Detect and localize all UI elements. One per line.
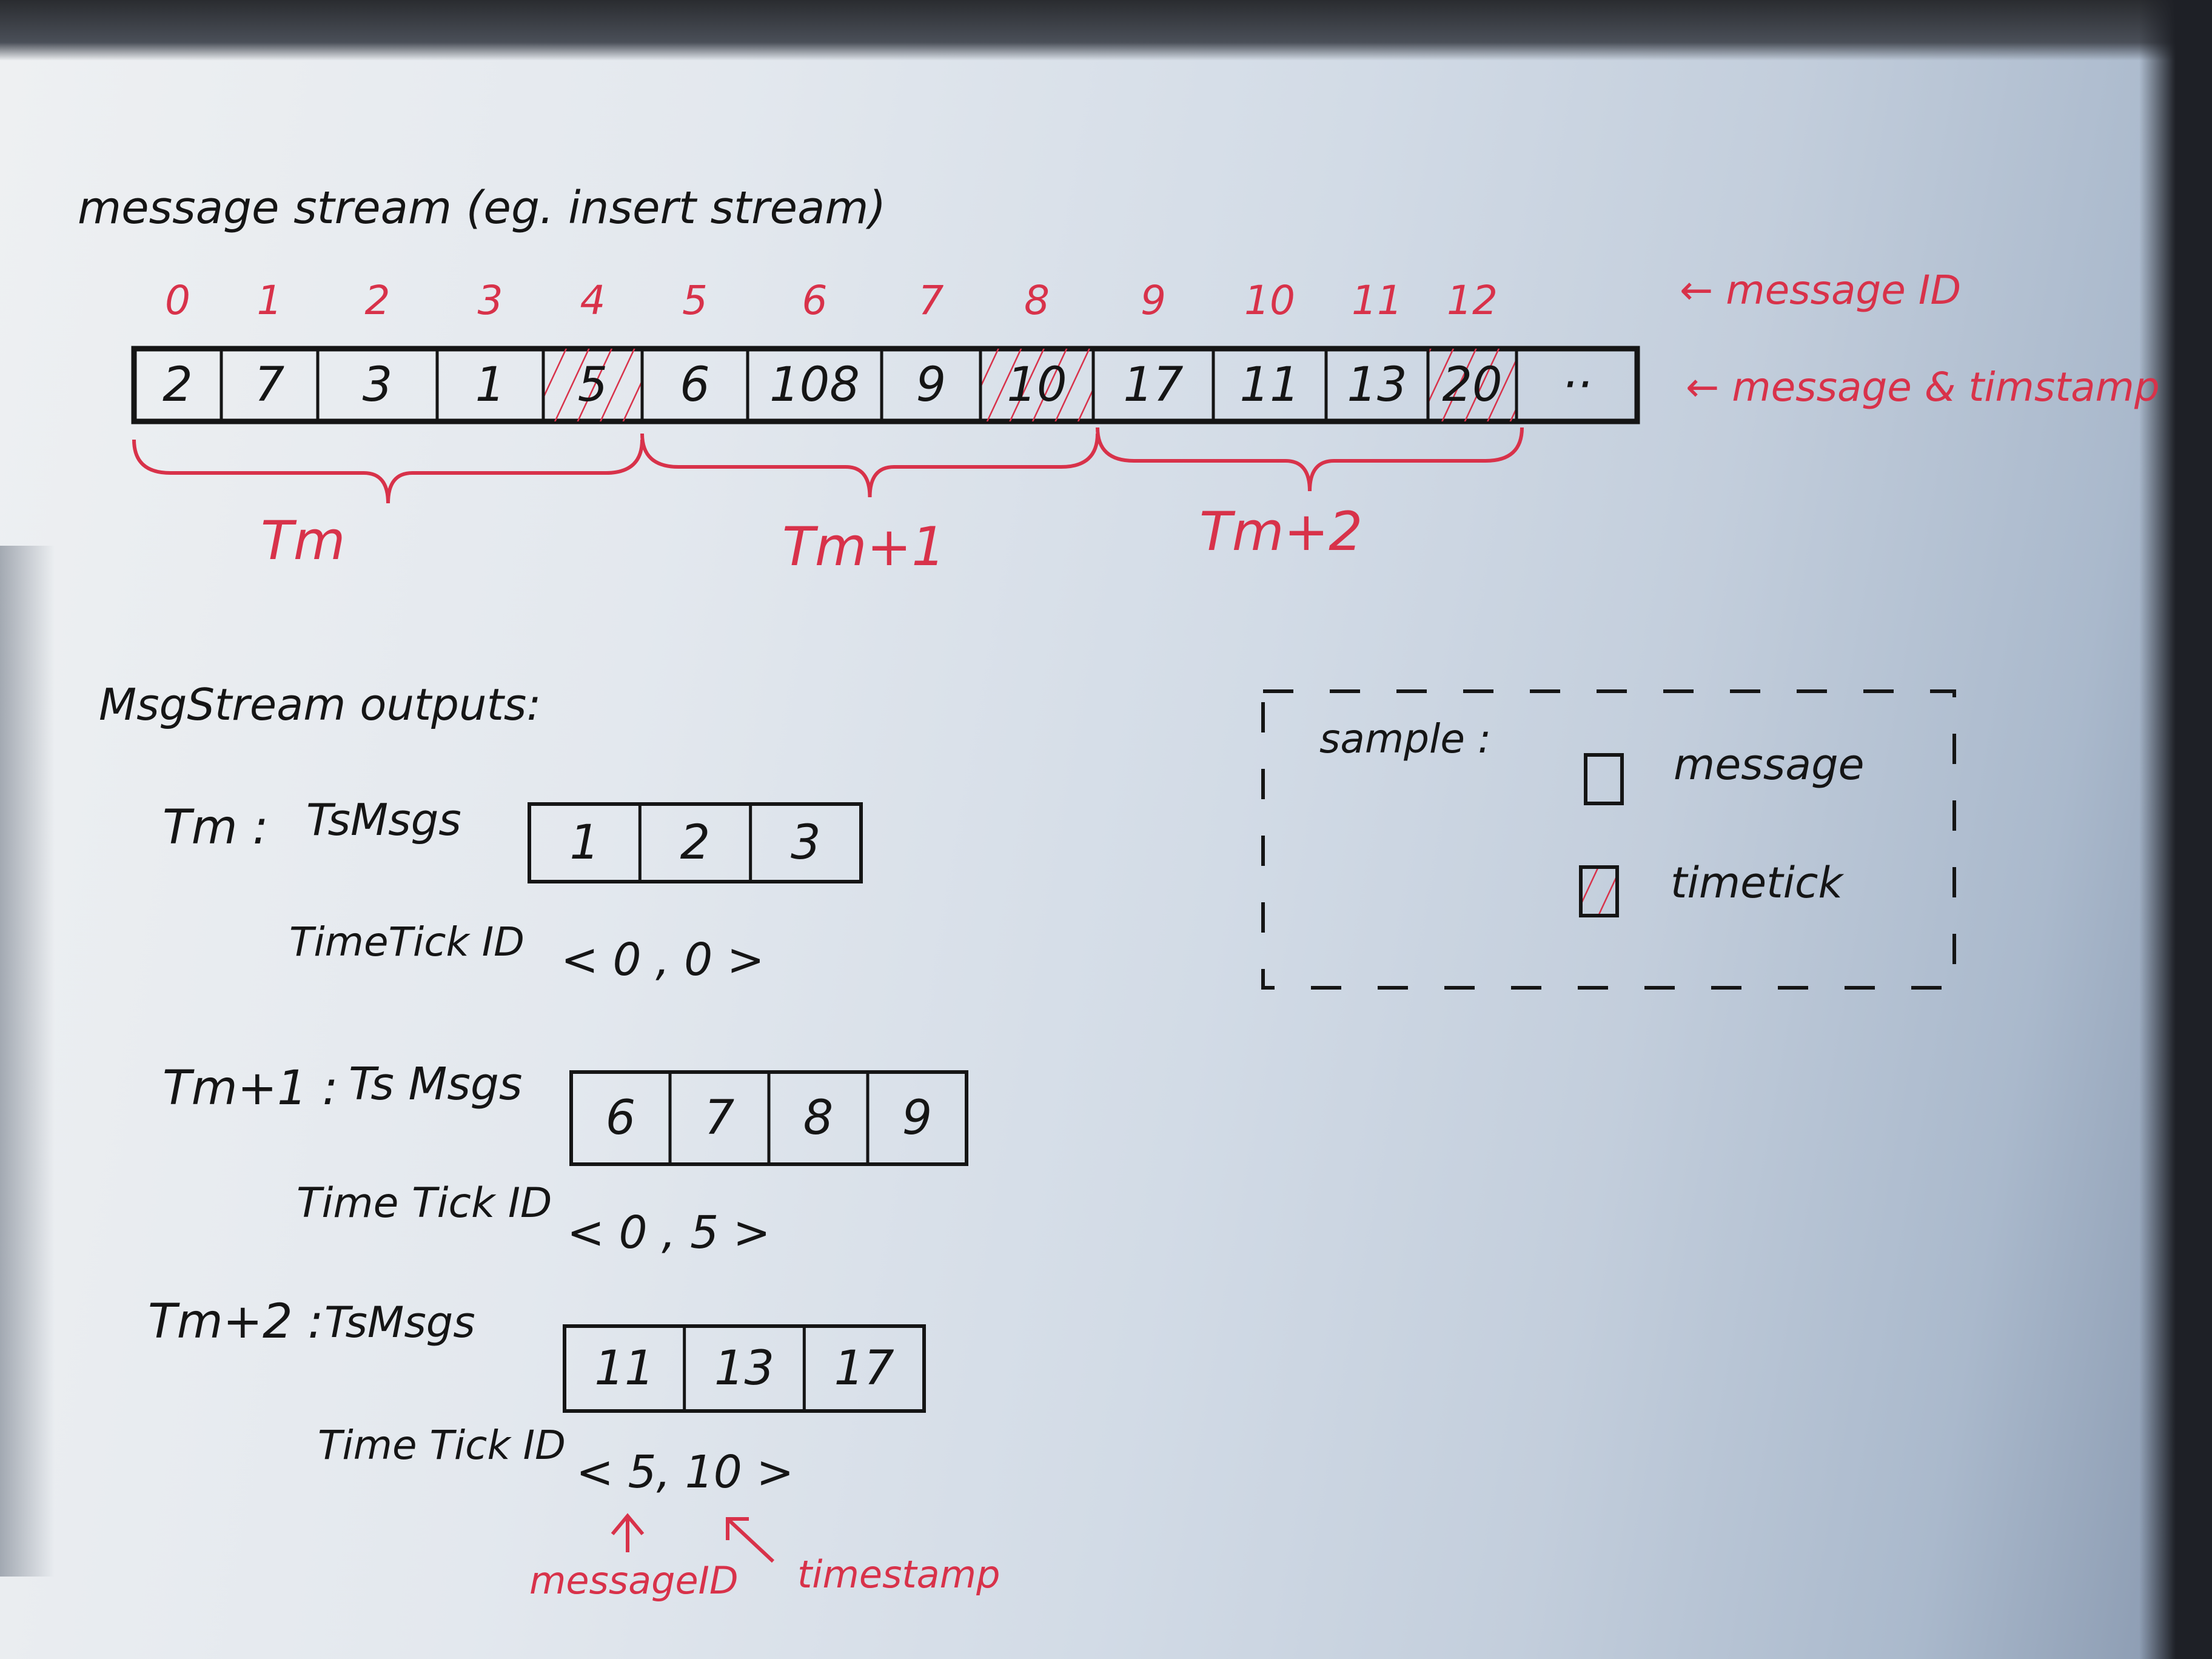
stream-cell: 3	[362, 358, 393, 412]
stream-cell: 7	[254, 358, 285, 412]
annotation-message-id: messageID	[529, 1558, 739, 1603]
stream-cell: 6	[680, 358, 710, 412]
output-box	[563, 1324, 926, 1413]
diagram-title: message stream (eg. insert stream)	[78, 182, 886, 234]
output-cell: 11	[594, 1341, 655, 1396]
output-label-tm2: Tm+2 :	[148, 1295, 324, 1349]
stream-cell: 17	[1123, 358, 1184, 412]
timetick-hatch	[1428, 349, 1517, 421]
message-id: 3	[477, 276, 503, 324]
timetick-hatch	[980, 349, 1093, 421]
photo-top-edge	[0, 0, 2212, 61]
output-cell: 2	[680, 816, 711, 870]
message-id: 6	[802, 276, 828, 324]
output-cell: 7	[704, 1091, 735, 1145]
stream-cell: 13	[1347, 358, 1407, 412]
message-id: 0	[165, 276, 190, 324]
message-square-icon	[1584, 753, 1624, 805]
group-label-tm: Tm	[261, 509, 346, 572]
brace-tm1	[640, 433, 1099, 498]
output-cell: 9	[902, 1091, 933, 1145]
timetick-id-label: Time Tick ID	[318, 1422, 566, 1469]
stream-cell: 1	[475, 358, 506, 412]
arrow-up-left-icon	[726, 1517, 775, 1563]
message-id: 4	[580, 276, 606, 324]
group-label-tm1: Tm+1	[782, 515, 946, 578]
timetick-id-label: TimeTick ID	[289, 919, 525, 965]
message-id: 7	[918, 276, 944, 324]
message-id: 10	[1244, 276, 1295, 324]
photo-shadow	[0, 546, 55, 1577]
legend-title: sample :	[1319, 716, 1492, 762]
stream-cell: 5	[577, 358, 608, 412]
timetick-square-icon	[1579, 865, 1619, 917]
legend-dashed-border	[1261, 689, 1956, 990]
tsmsgs-label: Ts Msgs	[349, 1058, 523, 1110]
message-id: 8	[1024, 276, 1050, 324]
timetick-id-value: < 5, 10 >	[576, 1446, 794, 1498]
message-id: 9	[1141, 276, 1166, 324]
annotation-timestamp: timestamp	[797, 1552, 1000, 1597]
output-cell: 3	[791, 816, 821, 870]
message-timestamp-label: ← message & timstamp	[1686, 364, 2160, 411]
brace-tm	[132, 439, 644, 504]
stream-cell: ··	[1561, 358, 1592, 412]
output-cell: 1	[569, 816, 600, 870]
group-label-tm2: Tm+2	[1199, 500, 1363, 563]
timetick-id-label: Time Tick ID	[297, 1179, 552, 1227]
message-id: 12	[1447, 276, 1498, 324]
timetick-id-value: < 0 , 5 >	[567, 1207, 771, 1259]
stream-cell: 2	[163, 358, 193, 412]
photo-right-edge	[2139, 0, 2212, 1659]
stream-cell: 11	[1239, 358, 1300, 412]
output-cell: 13	[714, 1341, 775, 1396]
brace-tm2	[1096, 427, 1524, 492]
output-cell: 17	[834, 1341, 894, 1396]
stream-cell: 108	[769, 358, 860, 412]
arrow-up-icon	[611, 1513, 645, 1552]
output-label-tm: Tm :	[163, 800, 269, 855]
message-id: 1	[256, 276, 283, 324]
tsmsgs-label: TsMsgs	[306, 794, 461, 845]
output-cell: 8	[803, 1091, 834, 1145]
stream-cell: 10	[1007, 358, 1067, 412]
legend-item-timetick: timetick	[1671, 858, 1843, 908]
output-label-tm1: Tm+1 :	[163, 1061, 338, 1116]
stream-cell: 9	[916, 358, 947, 412]
stream-cell: 20	[1442, 358, 1503, 412]
outputs-heading: MsgStream outputs:	[99, 679, 541, 730]
timetick-hatch	[543, 349, 642, 421]
output-box	[528, 802, 863, 883]
timetick-id-value: < 0 , 0 >	[561, 934, 765, 986]
message-id: 2	[364, 276, 390, 324]
output-cell: 6	[605, 1091, 636, 1145]
message-id: 5	[682, 276, 708, 324]
legend-item-message: message	[1674, 740, 1865, 789]
tsmsgs-label: TsMsgs	[324, 1298, 475, 1347]
message-id: 11	[1352, 276, 1403, 324]
message-id-label: ← message ID	[1680, 267, 1962, 313]
stream-outline	[131, 346, 1640, 424]
